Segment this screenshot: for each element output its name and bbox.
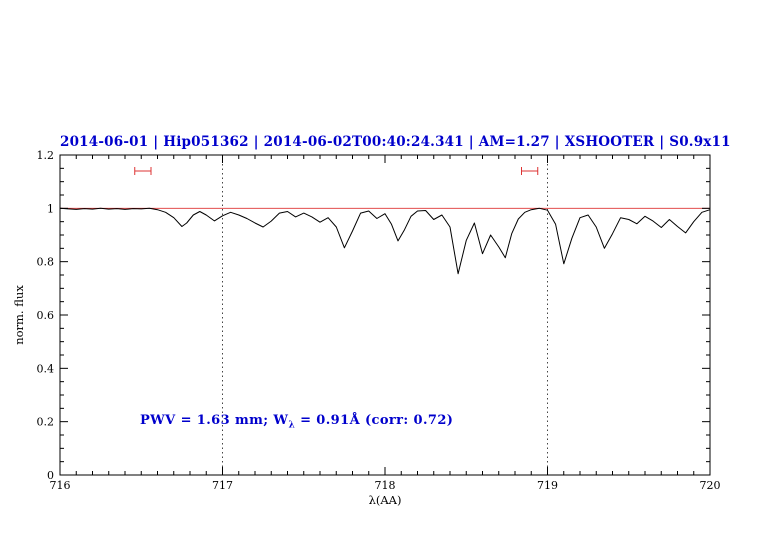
svg-text:0: 0 <box>47 469 54 482</box>
svg-text:0.2: 0.2 <box>37 416 55 429</box>
svg-text:719: 719 <box>537 479 558 492</box>
axis-ticks <box>59 154 711 476</box>
svg-text:1: 1 <box>47 202 54 215</box>
y-axis-label: norm. flux <box>12 285 26 345</box>
svg-text:0.6: 0.6 <box>37 309 55 322</box>
annotation-pre: PWV = 1.63 mm; W <box>140 413 289 428</box>
svg-text:0.4: 0.4 <box>37 362 55 375</box>
svg-text:718: 718 <box>375 479 396 492</box>
x-axis-label: λ(AA) <box>368 493 402 507</box>
svg-text:1.2: 1.2 <box>37 149 55 162</box>
svg-text:717: 717 <box>212 479 233 492</box>
spectrum-line <box>59 207 711 275</box>
plot-title: 2014-06-01 | Hip051362 | 2014-06-02T00:4… <box>60 134 731 150</box>
svg-text:716: 716 <box>50 479 71 492</box>
annotation-post: = 0.91Å (corr: 0.72) <box>295 413 454 428</box>
svg-text:720: 720 <box>700 479 721 492</box>
guide-vlines <box>222 155 548 475</box>
pwv-annotation: PWV = 1.63 mm; Wλ = 0.91Å (corr: 0.72) <box>140 413 453 431</box>
svg-text:0.8: 0.8 <box>37 256 55 269</box>
axis-tick-labels: 716 717 718 719 720 0 0.2 0.4 0.6 0.8 1 1.2 <box>37 149 721 492</box>
band-markers <box>134 167 539 175</box>
annotation-lambda-subscript: λ <box>288 420 296 431</box>
